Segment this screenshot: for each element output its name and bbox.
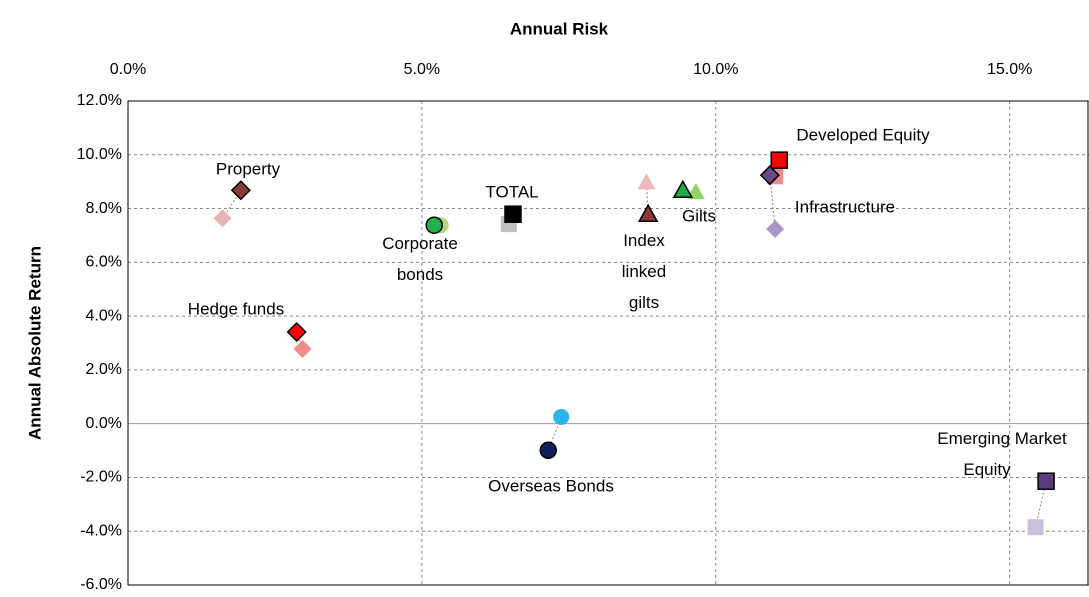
label-line: Emerging Market xyxy=(937,429,1067,448)
point xyxy=(770,151,788,169)
point xyxy=(637,203,659,222)
point-label: Corporate bonds xyxy=(382,234,458,284)
point xyxy=(1037,472,1055,490)
point-label: Property xyxy=(216,159,281,178)
x-tick-label: 15.0% xyxy=(987,61,1032,78)
point xyxy=(213,209,232,228)
y-tick-label: 10.0% xyxy=(77,146,122,163)
point xyxy=(759,165,780,186)
point-label: Hedge funds xyxy=(188,299,284,318)
label-line: Corporate xyxy=(382,234,458,253)
point xyxy=(504,205,522,223)
y-tick-label: 4.0% xyxy=(86,307,122,324)
point-label: Overseas Bonds xyxy=(488,476,614,495)
y-tick-label: 0.0% xyxy=(86,415,122,432)
y-tick-label: 12.0% xyxy=(77,92,122,109)
point-label: Developed Equity xyxy=(796,125,930,144)
y-axis-title: Annual Absolute Return xyxy=(25,246,44,440)
x-axis-title: Annual Risk xyxy=(510,19,609,38)
point xyxy=(286,321,307,343)
point xyxy=(637,173,656,190)
point xyxy=(539,441,558,460)
point-label: TOTAL xyxy=(485,182,538,201)
label-line: Equity xyxy=(963,460,1011,479)
y-tick-label: -6.0% xyxy=(80,576,122,593)
label-line: gilts xyxy=(629,293,659,312)
point-label: Index linked gilts xyxy=(622,231,666,312)
point xyxy=(766,219,785,238)
y-tick-label: 6.0% xyxy=(86,254,122,271)
point-label: Gilts xyxy=(682,206,716,225)
point-label: Infrastructure xyxy=(795,197,895,216)
connector xyxy=(296,331,304,350)
point xyxy=(425,216,443,234)
point xyxy=(672,179,694,199)
point xyxy=(1027,519,1044,536)
y-tick-label: 2.0% xyxy=(86,361,122,378)
label-line: Index xyxy=(623,231,665,250)
plot-frame xyxy=(127,100,1089,586)
y-tick-label: -4.0% xyxy=(80,522,122,539)
point xyxy=(293,339,312,358)
y-tick-label: -2.0% xyxy=(80,469,122,486)
label-line: linked xyxy=(622,262,666,281)
x-tick-label: 5.0% xyxy=(404,61,440,78)
point-label: Emerging Market Equity xyxy=(937,429,1067,479)
x-tick-label: 0.0% xyxy=(110,61,146,78)
y-tick-label: 8.0% xyxy=(86,200,122,217)
x-tick-label: 10.0% xyxy=(693,61,738,78)
label-line: bonds xyxy=(397,265,443,284)
point xyxy=(230,180,251,201)
point xyxy=(553,408,570,425)
